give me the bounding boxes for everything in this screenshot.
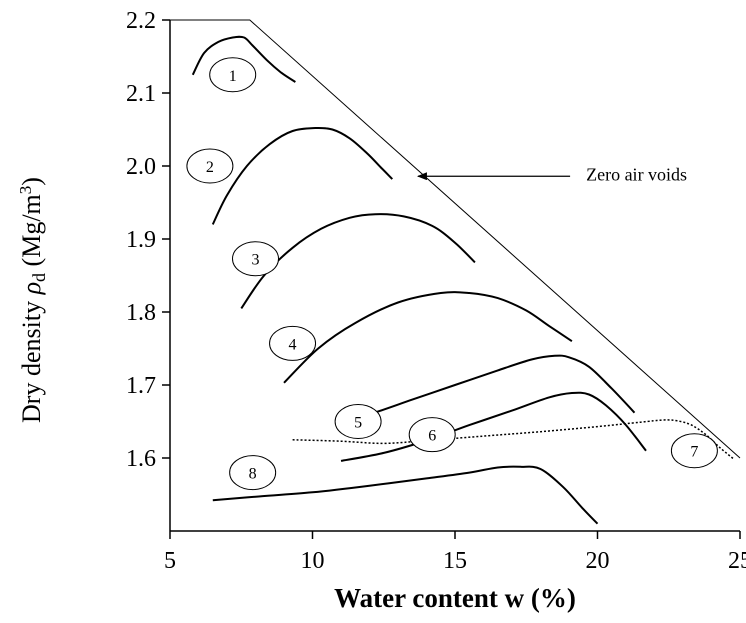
x-tick-label: 5 [164,548,176,574]
curve-label-ellipse-6 [408,417,456,453]
x-tick-label: 10 [301,548,325,574]
curve-label-3: 3 [252,252,260,269]
curve-label-ellipse-7 [670,433,718,469]
curve-4 [283,291,573,384]
y-tick-label: 1.9 [126,227,156,253]
curve-2 [211,126,394,225]
curve-label-6: 6 [428,428,436,445]
y-tick-label: 1.6 [126,446,156,472]
x-axis-title: Water content w (%) [334,583,576,613]
curve-label-7: 7 [690,444,698,461]
curve-8 [212,465,599,525]
y-tick-label: 2.1 [126,81,156,107]
curve-label-5: 5 [354,415,362,432]
x-tick-label: 15 [443,548,467,574]
curve-label-ellipse-5 [334,404,382,439]
axes: 5 10 15 20 251.61.71.81.92.02.12.2 [126,8,746,574]
zero-air-voids-line [170,19,741,459]
curve-7 [292,419,735,461]
y-tick-label: 1.7 [126,373,156,399]
curve-5 [337,354,636,423]
curve-label-4: 4 [289,336,297,353]
x-tick-label: 25 [728,548,746,574]
y-tick-label: 2.0 [126,154,156,180]
y-tick-label: 1.8 [126,300,156,326]
curve-labels: 1 2 3 4 5 6 7 8 [186,57,718,491]
curve-label-ellipse-2 [186,148,234,184]
curve-label-1: 1 [229,68,237,85]
curve-label-8: 8 [249,466,257,483]
y-tick-label: 2.2 [126,8,156,34]
annotation-text: Zero air voids [586,165,687,185]
curve-label-ellipse-4 [269,325,317,361]
x-tick-label: 20 [586,548,610,574]
curve-label-2: 2 [206,159,214,176]
y-axis-title: Dry density ρd (Mg/m3) [16,177,49,423]
curve-label-ellipse-8 [229,455,277,491]
curve-label-ellipse-1 [209,57,257,93]
curve-label-ellipse-3 [232,241,279,277]
annotations: Zero air voids [416,165,687,185]
curve-1 [191,35,296,83]
